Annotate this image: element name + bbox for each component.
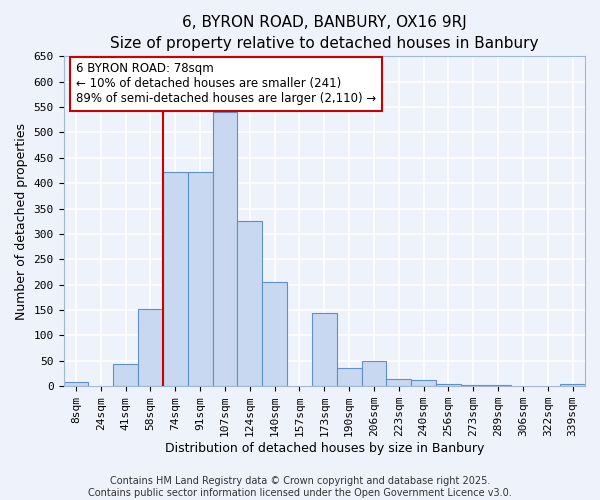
Bar xyxy=(113,364,138,386)
Y-axis label: Number of detached properties: Number of detached properties xyxy=(15,123,28,320)
Bar xyxy=(337,368,362,386)
Title: 6, BYRON ROAD, BANBURY, OX16 9RJ
Size of property relative to detached houses in: 6, BYRON ROAD, BANBURY, OX16 9RJ Size of… xyxy=(110,15,539,51)
Text: 6 BYRON ROAD: 78sqm
← 10% of detached houses are smaller (241)
89% of semi-detac: 6 BYRON ROAD: 78sqm ← 10% of detached ho… xyxy=(76,62,376,106)
Bar xyxy=(436,384,461,386)
Bar xyxy=(64,382,88,386)
Bar xyxy=(188,172,212,386)
Bar xyxy=(312,313,337,386)
Bar xyxy=(411,380,436,386)
Bar xyxy=(163,172,188,386)
X-axis label: Distribution of detached houses by size in Banbury: Distribution of detached houses by size … xyxy=(164,442,484,455)
Bar xyxy=(485,385,511,386)
Bar xyxy=(461,384,485,386)
Bar xyxy=(212,112,238,386)
Bar xyxy=(362,362,386,386)
Bar xyxy=(238,222,262,386)
Text: Contains HM Land Registry data © Crown copyright and database right 2025.
Contai: Contains HM Land Registry data © Crown c… xyxy=(88,476,512,498)
Bar xyxy=(262,282,287,386)
Bar xyxy=(138,308,163,386)
Bar xyxy=(560,384,585,386)
Bar xyxy=(386,378,411,386)
